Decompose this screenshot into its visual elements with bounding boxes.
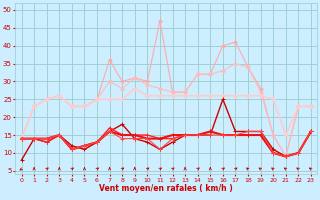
X-axis label: Vent moyen/en rafales ( km/h ): Vent moyen/en rafales ( km/h ) [100, 184, 233, 193]
